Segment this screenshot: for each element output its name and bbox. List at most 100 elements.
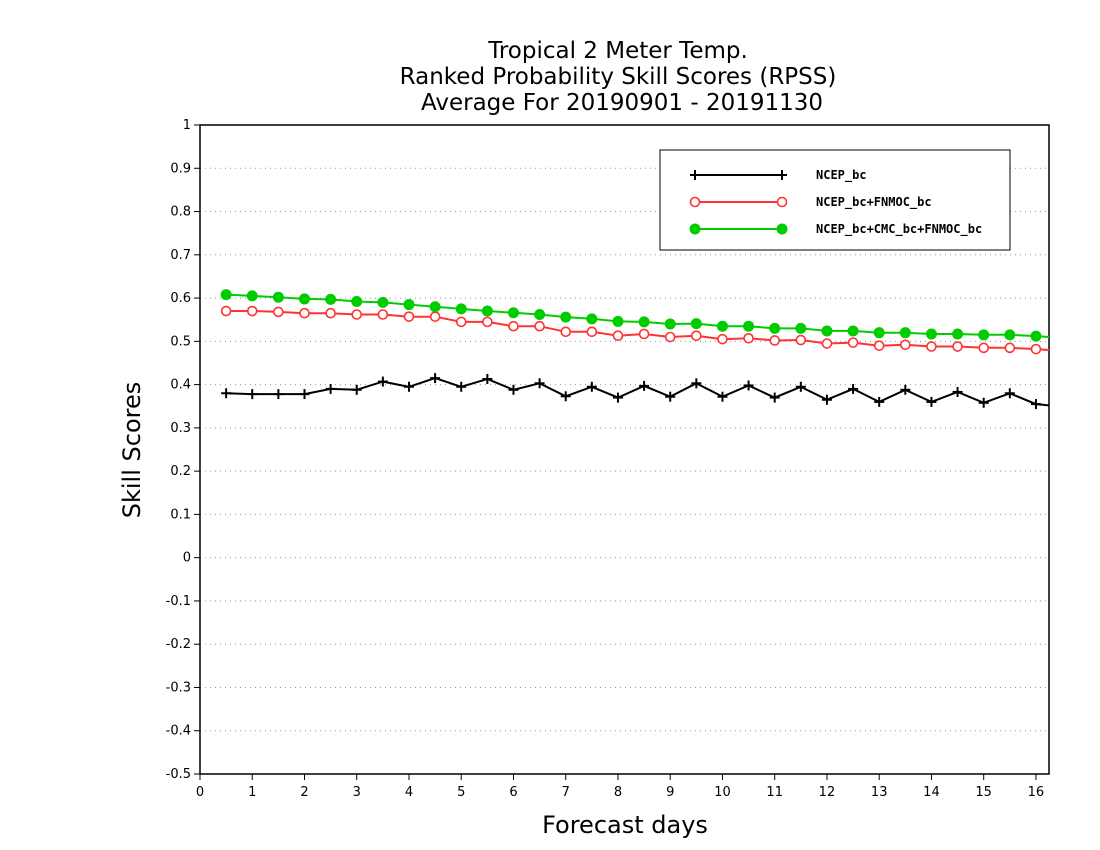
plus-marker (777, 170, 787, 180)
x-tick-label: 2 (300, 785, 308, 800)
x-tick-label: 8 (614, 785, 622, 800)
plus-marker (351, 384, 362, 395)
open-circle-marker (351, 309, 363, 320)
x-tick-label: 9 (666, 785, 674, 800)
plus-marker (377, 376, 388, 387)
y-tick-label: 0.7 (170, 248, 191, 263)
y-tick-label: 0.4 (170, 378, 191, 393)
y-tick-label: 0.6 (170, 291, 191, 306)
filled-circle-marker (272, 291, 284, 303)
open-circle-marker (612, 330, 624, 342)
plus-marker (482, 373, 493, 384)
filled-circle-marker (560, 311, 572, 323)
x-tick-label: 5 (457, 785, 465, 800)
filled-circle-marker (664, 318, 676, 330)
series-3 (220, 289, 1050, 342)
filled-circle-marker (821, 325, 833, 337)
filled-circle-marker (481, 305, 493, 317)
legend-box (659, 149, 1011, 251)
filled-circle-marker (351, 296, 363, 308)
plus-marker (769, 392, 780, 403)
plus-marker (273, 389, 284, 400)
plus-marker (848, 383, 859, 394)
series-1 (221, 373, 1050, 410)
open-circle-marker (743, 333, 754, 344)
y-tick-label: 0.8 (170, 205, 191, 220)
x-tick-label: 6 (509, 785, 517, 800)
filled-circle-marker (325, 293, 337, 305)
filled-circle-marker (1004, 329, 1016, 341)
filled-circle-marker (534, 309, 546, 321)
plus-marker (586, 381, 597, 392)
y-tick-label: 1 (183, 118, 191, 133)
y-tick-label: -0.1 (166, 594, 191, 609)
plus-marker (874, 396, 885, 407)
series-line (226, 293, 1050, 338)
plus-marker (821, 394, 832, 405)
filled-circle-marker (769, 322, 781, 334)
y-tick-label: 0.5 (170, 334, 191, 349)
open-circle-marker (403, 311, 415, 322)
legend-entry: NCEP_bc+CMC_bc+FNMOC_bc (689, 222, 982, 237)
y-axis-ticks: -0.5 -0.4 -0.3 -0.2 -0.1 0 0.1 0.2 0.3 0.4 0.5 0.6 0… (166, 118, 200, 782)
series-lines (220, 289, 1050, 410)
plus-marker (691, 378, 702, 389)
series-line (226, 310, 1050, 351)
chart-title: Tropical 2 Meter Temp. Ranked Probabilit… (400, 38, 837, 116)
plus-marker (247, 389, 258, 400)
open-circle-marker (795, 334, 807, 346)
open-circle-marker (325, 307, 336, 319)
legend-label: NCEP_bc (816, 168, 867, 183)
filled-circle-marker (377, 296, 389, 308)
plus-marker (1030, 399, 1041, 410)
plus-marker (221, 388, 232, 399)
open-circle-marker (299, 307, 310, 319)
y-tick-label: -0.3 (166, 680, 191, 695)
open-circle-marker (482, 316, 493, 328)
x-tick-label: 16 (1028, 785, 1045, 800)
x-tick-label: 10 (714, 785, 731, 800)
filled-circle-marker (743, 320, 755, 332)
plus-marker (403, 381, 414, 392)
x-tick-label: 4 (405, 785, 413, 800)
legend-label: NCEP_bc+CMC_bc+FNMOC_bc (816, 222, 982, 237)
plus-marker (952, 386, 963, 397)
gridlines (200, 167, 1049, 732)
y-tick-label: -0.2 (166, 637, 191, 652)
filled-circle-marker (925, 328, 937, 340)
open-circle-marker (273, 306, 284, 318)
filled-circle-marker (586, 313, 598, 325)
open-circle-marker (873, 340, 885, 351)
y-tick-label: 0.1 (170, 507, 191, 522)
plus-marker (299, 389, 310, 400)
filled-circle-marker (873, 327, 885, 339)
open-circle-marker (508, 320, 519, 332)
legend-entry: NCEP_bc+FNMOC_bc (689, 195, 932, 210)
filled-circle-marker (612, 315, 624, 327)
filled-circle-marker (952, 328, 964, 340)
plus-marker (430, 373, 441, 384)
open-circle-marker (776, 196, 788, 208)
title-line-1: Tropical 2 Meter Temp. (487, 38, 748, 64)
open-circle-marker (926, 341, 937, 352)
open-circle-marker (769, 335, 781, 346)
filled-circle-marker (689, 223, 701, 235)
open-circle-marker (689, 196, 701, 208)
x-tick-label: 12 (819, 785, 836, 800)
open-circle-marker (429, 311, 441, 322)
open-circle-marker (560, 326, 572, 338)
plus-marker (743, 380, 754, 391)
filled-circle-marker (978, 329, 990, 341)
open-circle-marker (978, 342, 989, 354)
plus-marker (978, 397, 989, 408)
filled-circle-marker (638, 316, 650, 328)
filled-circle-marker (246, 290, 258, 302)
open-circle-marker (717, 333, 728, 345)
filled-circle-marker (776, 223, 788, 235)
open-circle-marker (1004, 342, 1016, 354)
legend-entry: NCEP_bc (690, 168, 867, 183)
title-line-3: Average For 20190901 - 20191130 (421, 90, 823, 116)
filled-circle-marker (403, 299, 415, 311)
filled-circle-marker (899, 327, 911, 339)
plot-frame (199, 124, 1050, 775)
